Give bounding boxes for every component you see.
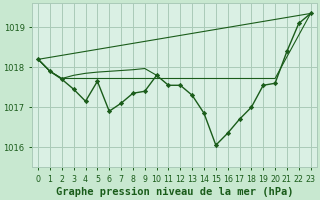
X-axis label: Graphe pression niveau de la mer (hPa): Graphe pression niveau de la mer (hPa): [56, 186, 293, 197]
